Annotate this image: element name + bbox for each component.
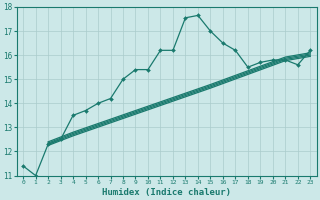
- X-axis label: Humidex (Indice chaleur): Humidex (Indice chaleur): [102, 188, 231, 197]
